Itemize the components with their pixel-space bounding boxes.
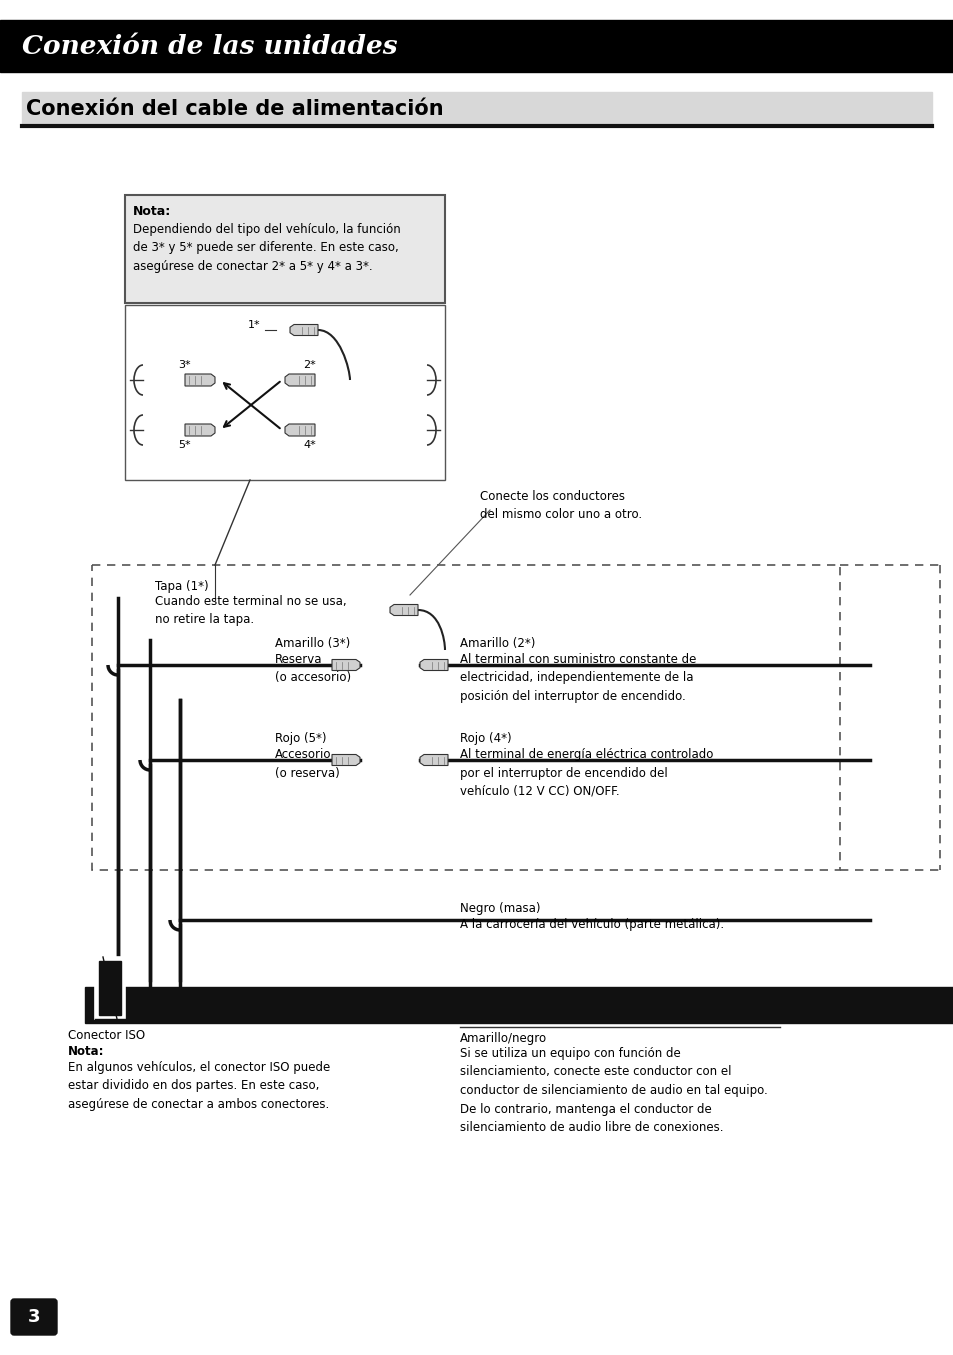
- Bar: [22, 92, 931, 126]
- Polygon shape: [390, 604, 417, 615]
- Polygon shape: [285, 424, 314, 436]
- Bar: [99, 961, 121, 1015]
- Text: Cuando este terminal no se usa,
no retire la tapa.: Cuando este terminal no se usa, no retir…: [154, 595, 346, 626]
- Text: En algunos vehículos, el conector ISO puede
estar dividido en dos partes. En est: En algunos vehículos, el conector ISO pu…: [68, 1061, 330, 1111]
- Text: Amarillo (2*): Amarillo (2*): [459, 637, 535, 650]
- Text: Si se utiliza un equipo con función de
silenciamiento, conecte este conductor co: Si se utiliza un equipo con función de s…: [459, 1047, 767, 1134]
- Polygon shape: [332, 660, 359, 671]
- Polygon shape: [290, 324, 317, 336]
- Text: Tapa (1*): Tapa (1*): [154, 580, 209, 593]
- Polygon shape: [185, 374, 214, 386]
- Text: Rojo (5*): Rojo (5*): [274, 732, 326, 745]
- Bar: [85, 986, 953, 1023]
- Text: Rojo (4*): Rojo (4*): [459, 732, 511, 745]
- Text: A la carrocería del vehículo (parte metálica).: A la carrocería del vehículo (parte metá…: [459, 917, 723, 931]
- Bar: [0, 20, 953, 72]
- Text: Conecte los conductores
del mismo color uno a otro.: Conecte los conductores del mismo color …: [479, 491, 641, 522]
- Text: Conector ISO: Conector ISO: [68, 1028, 145, 1042]
- Text: Al terminal de energía eléctrica controlado
por el interruptor de encendido del
: Al terminal de energía eléctrica control…: [459, 748, 713, 798]
- Polygon shape: [332, 755, 359, 766]
- Text: 3*: 3*: [178, 360, 192, 370]
- Text: Amarillo/negro: Amarillo/negro: [459, 1033, 547, 1045]
- Text: Conexión del cable de alimentación: Conexión del cable de alimentación: [26, 99, 443, 119]
- Text: 1*: 1*: [247, 320, 260, 331]
- Text: 4*: 4*: [303, 440, 316, 450]
- Text: 3: 3: [28, 1308, 40, 1327]
- Text: Al terminal con suministro constante de
electricidad, independientemente de la
p: Al terminal con suministro constante de …: [459, 653, 696, 703]
- Text: Accesorio
(o reserva): Accesorio (o reserva): [274, 748, 339, 779]
- Text: Nota:: Nota:: [68, 1045, 105, 1058]
- Text: Conexión de las unidades: Conexión de las unidades: [22, 34, 397, 60]
- Text: 2*: 2*: [303, 360, 316, 370]
- Text: Nota:: Nota:: [132, 205, 172, 218]
- Polygon shape: [419, 660, 448, 671]
- Bar: [125, 195, 444, 304]
- Text: Negro (masa): Negro (masa): [459, 902, 540, 915]
- Bar: [125, 305, 444, 480]
- FancyBboxPatch shape: [11, 1299, 57, 1335]
- Polygon shape: [285, 374, 314, 386]
- Text: Dependiendo del tipo del vehículo, la función
de 3* y 5* puede ser diferente. En: Dependiendo del tipo del vehículo, la fu…: [132, 224, 400, 272]
- Text: Reserva
(o accesorio): Reserva (o accesorio): [274, 653, 351, 684]
- Text: Amarillo (3*): Amarillo (3*): [274, 637, 350, 650]
- Polygon shape: [185, 424, 214, 436]
- Bar: [95, 957, 125, 1019]
- Polygon shape: [419, 755, 448, 766]
- Bar: [91, 565, 840, 870]
- Text: 5*: 5*: [178, 440, 192, 450]
